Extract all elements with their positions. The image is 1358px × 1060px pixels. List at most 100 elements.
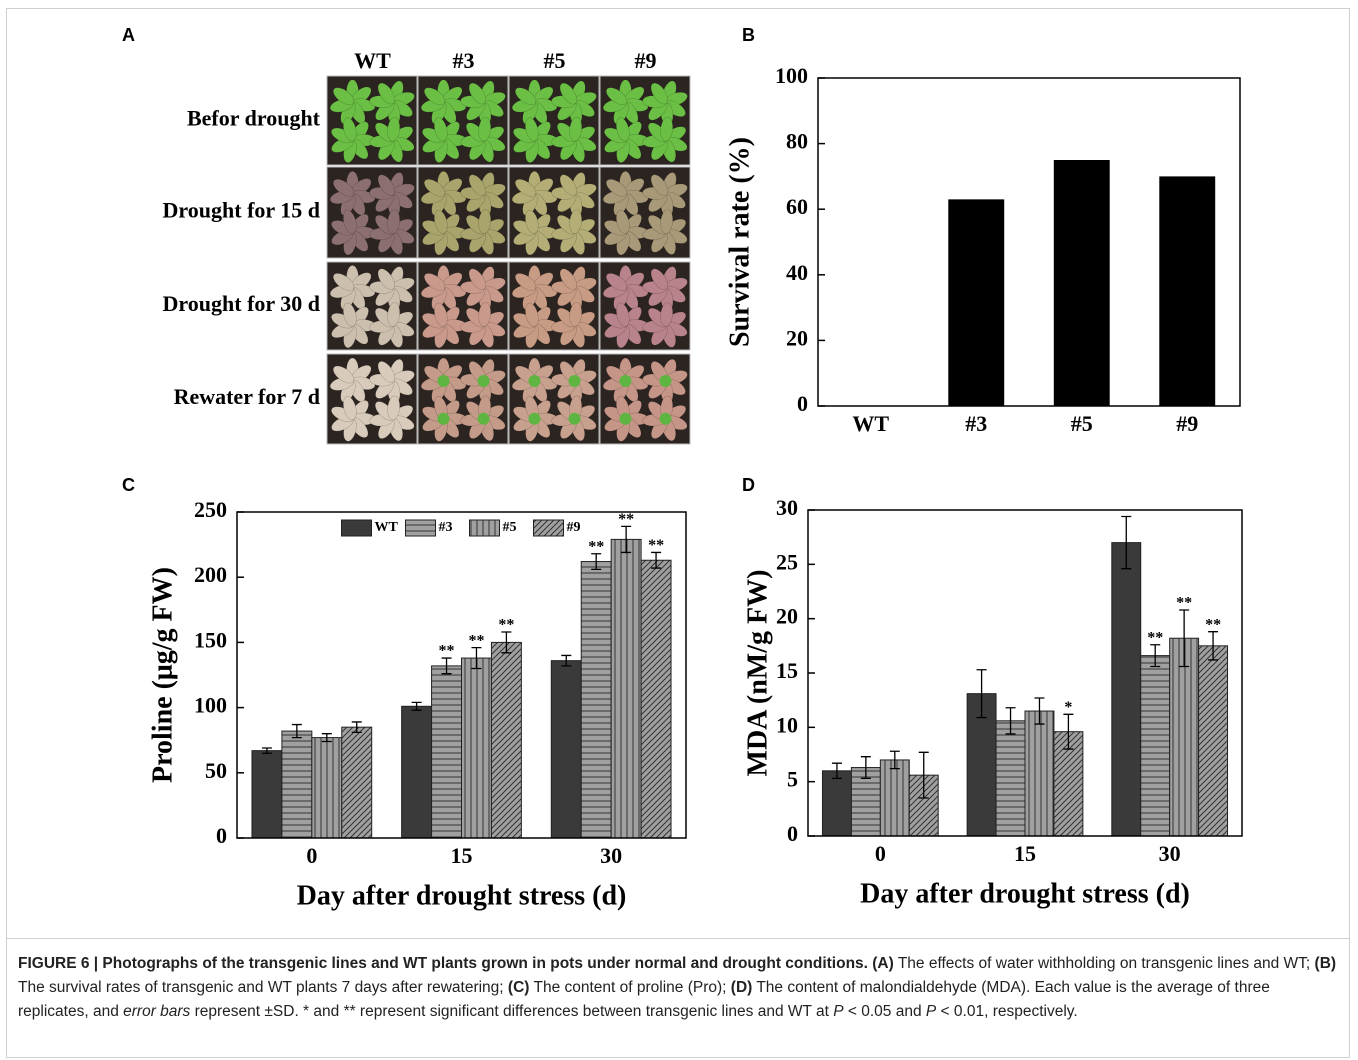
plant-leaf [660, 209, 674, 234]
caption-run: (C) [507, 979, 530, 996]
error-bar [471, 646, 482, 670]
y-tick-label: 0 [216, 823, 227, 848]
x-tick-label: WT [852, 411, 889, 436]
bar [281, 730, 313, 839]
significance-mark: ** [1176, 595, 1192, 612]
row-label: Drought for 15 d [163, 198, 320, 223]
plant-leaf [515, 179, 537, 197]
plant-center [437, 375, 450, 387]
caption-run: FIGURE 6 | Photographs of the transgenic… [18, 955, 894, 972]
x-tick-label: 30 [600, 843, 622, 868]
x-axis-label: Day after drought stress (d) [297, 880, 627, 911]
caption-run: The content of malondialdehyde (MDA). Ea… [18, 979, 1270, 1020]
y-tick-label: 80 [786, 129, 808, 154]
plant-leaf [660, 302, 674, 327]
plant-leaf [377, 174, 395, 196]
plant-leaf [333, 179, 355, 197]
plant-leaf [434, 209, 448, 234]
row-label: Befor drought [187, 106, 321, 131]
y-tick-label: 25 [776, 549, 798, 574]
plant-center [659, 412, 672, 425]
bar [431, 665, 463, 839]
y-tick-label: 250 [194, 497, 227, 522]
y-axis-label: Survival rate (%) [724, 137, 755, 347]
caption-run: (B) [1314, 955, 1337, 972]
plant-leaf [387, 395, 401, 421]
plant-leaf [343, 302, 357, 327]
x-tick-label: 15 [1014, 841, 1036, 866]
x-tick-label: 15 [451, 843, 473, 868]
legend-label: #9 [567, 520, 581, 535]
bar [1053, 160, 1110, 406]
legend-swatch [533, 519, 564, 537]
bar [550, 660, 582, 839]
plant-leaf [343, 396, 357, 421]
plant-leaf [424, 87, 446, 106]
y-tick-label: 100 [194, 693, 227, 718]
plant-leaf [434, 302, 448, 327]
figure-frame [6, 8, 1350, 1058]
plant-leaf [616, 209, 630, 234]
y-tick-label: 0 [787, 821, 798, 846]
error-bar [321, 733, 332, 743]
significance-mark: * [1064, 699, 1072, 716]
y-tick-label: 150 [194, 627, 227, 652]
plant-leaf [468, 268, 486, 291]
plot-frame [807, 509, 1243, 837]
plant-center [568, 412, 581, 425]
bar [580, 561, 612, 839]
error-bar [1063, 713, 1074, 750]
plant-leaf [650, 174, 668, 196]
plant-leaf [559, 174, 577, 196]
x-tick-label: #5 [1071, 411, 1093, 436]
plant-leaf [569, 209, 583, 234]
column-label: WT [354, 48, 391, 73]
panel-label: C [122, 475, 135, 495]
plant-leaf [650, 268, 668, 291]
plant-leaf [616, 117, 630, 142]
y-tick-label: 40 [786, 260, 808, 285]
plant-leaf [606, 179, 628, 197]
plant-leaf [606, 87, 628, 106]
bar [995, 720, 1026, 837]
plot-frame [236, 511, 687, 839]
bar [948, 199, 1005, 406]
significance-mark: ** [1205, 616, 1221, 633]
caption-run: P [925, 1003, 937, 1020]
bar [1111, 542, 1142, 837]
bar [821, 770, 852, 837]
plant-leaf [377, 361, 395, 383]
bar [341, 726, 373, 839]
error-bar [411, 701, 422, 711]
plant-center [477, 375, 490, 387]
error-bar [441, 657, 452, 675]
plant-leaf [377, 82, 395, 105]
plant-center [528, 412, 541, 425]
y-tick-label: 15 [776, 658, 798, 683]
plant-leaf [424, 273, 446, 291]
y-tick-label: 10 [776, 712, 798, 737]
error-bar [621, 525, 632, 554]
error-bar [976, 669, 987, 719]
plant-leaf [468, 82, 486, 105]
plant-leaf [333, 87, 355, 106]
plant-leaf [377, 268, 395, 291]
plant-leaf [525, 302, 539, 327]
plot-frame [817, 77, 1241, 407]
bar [640, 559, 672, 839]
y-tick-label: 60 [786, 194, 808, 219]
legend-label: #5 [503, 520, 517, 535]
y-tick-label: 20 [786, 325, 808, 350]
error-bar [561, 654, 572, 667]
y-tick-label: 5 [787, 767, 798, 792]
significance-mark: ** [498, 617, 514, 634]
plant-leaf [387, 116, 401, 142]
plant-leaf [478, 116, 492, 142]
y-tick-label: 100 [775, 63, 808, 88]
plant-leaf [343, 117, 357, 142]
significance-mark: ** [439, 643, 455, 660]
error-bar [860, 756, 871, 780]
error-bar [501, 631, 512, 654]
plant-leaf [333, 365, 355, 384]
x-tick-label: 30 [1159, 841, 1181, 866]
